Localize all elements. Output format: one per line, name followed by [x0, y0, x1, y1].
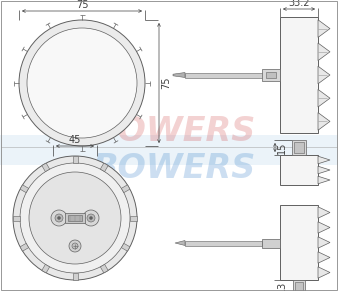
Polygon shape — [130, 216, 137, 221]
Circle shape — [72, 243, 78, 249]
Polygon shape — [42, 265, 50, 273]
Polygon shape — [318, 20, 330, 38]
Polygon shape — [318, 267, 330, 278]
Bar — [295, 282, 303, 291]
Text: 33.2: 33.2 — [288, 0, 310, 8]
Polygon shape — [318, 89, 330, 107]
Bar — [294, 142, 304, 153]
Polygon shape — [318, 237, 330, 248]
Polygon shape — [72, 273, 77, 280]
Polygon shape — [318, 66, 330, 84]
Circle shape — [87, 214, 95, 222]
Circle shape — [69, 240, 81, 252]
Text: 15: 15 — [277, 141, 287, 154]
Polygon shape — [121, 185, 130, 193]
Polygon shape — [318, 43, 330, 61]
Bar — [266, 72, 276, 78]
Circle shape — [55, 214, 63, 222]
Circle shape — [51, 210, 67, 226]
Circle shape — [90, 217, 93, 219]
Bar — [0, 135, 338, 165]
Polygon shape — [20, 185, 29, 193]
Bar — [293, 280, 305, 291]
Bar — [280, 155, 318, 185]
Text: BOWERS: BOWERS — [92, 115, 256, 148]
Text: 45: 45 — [69, 135, 81, 145]
Bar — [185, 72, 262, 77]
Polygon shape — [100, 265, 108, 273]
Text: BOWERS: BOWERS — [92, 152, 256, 185]
Bar — [262, 69, 280, 81]
Circle shape — [27, 28, 137, 138]
Bar — [280, 17, 318, 133]
Polygon shape — [13, 216, 20, 221]
Polygon shape — [175, 240, 185, 246]
Bar — [292, 140, 306, 155]
Bar — [65, 213, 85, 223]
Polygon shape — [72, 156, 77, 163]
Text: 75: 75 — [161, 77, 171, 89]
Circle shape — [13, 156, 137, 280]
Polygon shape — [20, 243, 29, 251]
Polygon shape — [318, 207, 330, 218]
Circle shape — [57, 217, 61, 219]
Circle shape — [83, 210, 99, 226]
Polygon shape — [318, 176, 330, 184]
Circle shape — [20, 163, 130, 273]
Bar — [262, 239, 280, 248]
Polygon shape — [318, 252, 330, 263]
Bar — [185, 240, 262, 246]
Circle shape — [29, 172, 121, 264]
Text: 75: 75 — [76, 0, 88, 10]
Bar — [280, 205, 318, 280]
Polygon shape — [318, 166, 330, 174]
Polygon shape — [121, 243, 130, 251]
Polygon shape — [42, 163, 50, 172]
Polygon shape — [318, 222, 330, 233]
Polygon shape — [100, 163, 108, 172]
Circle shape — [19, 20, 145, 146]
Polygon shape — [318, 113, 330, 130]
Polygon shape — [173, 72, 185, 77]
Bar — [68, 215, 82, 221]
Polygon shape — [318, 156, 330, 164]
Text: 13: 13 — [277, 281, 287, 291]
